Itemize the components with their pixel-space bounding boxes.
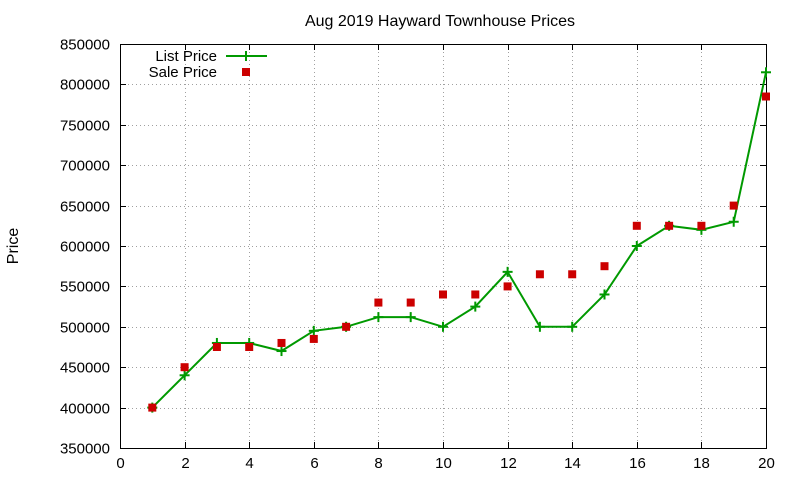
list-price-point — [179, 370, 190, 381]
sale-price-point — [342, 322, 351, 331]
y-tick-label: 550000 — [60, 279, 110, 296]
chart-title: Aug 2019 Hayward Townhouse Prices — [305, 13, 575, 30]
series-layer — [147, 67, 771, 413]
list-price-point — [502, 266, 513, 277]
y-tick-label: 650000 — [60, 199, 110, 216]
sale-price-point — [245, 343, 254, 351]
sale-price-point — [762, 92, 770, 101]
list-price-point — [761, 67, 771, 78]
y-tick-label: 850000 — [60, 37, 110, 54]
y-tick-label: 800000 — [60, 77, 110, 94]
list-price-point — [373, 312, 384, 323]
list-price-point — [534, 321, 545, 332]
list-price-point — [470, 301, 481, 312]
series-line-list-price — [151, 72, 767, 409]
sale-price-point — [212, 343, 221, 351]
sale-price-point — [697, 221, 706, 230]
list-price-point — [728, 216, 739, 227]
list-price-point — [567, 321, 578, 332]
sale-price-point — [632, 221, 641, 230]
x-tick-label: 18 — [693, 455, 710, 472]
legend-label-list-price: List Price — [155, 48, 217, 65]
sale-price-point — [439, 290, 447, 299]
plot-frame — [120, 44, 767, 449]
sale-price-point — [503, 282, 512, 291]
sale-price-point — [535, 270, 544, 279]
sale-price-point — [665, 221, 674, 230]
sale-price-point — [406, 298, 415, 307]
list-price-point — [631, 241, 642, 251]
legend-label-sale-price: Sale Price — [149, 64, 217, 81]
sale-price-point — [471, 290, 480, 299]
list-price-point — [276, 346, 287, 357]
sale-price-point — [309, 334, 318, 343]
x-tick-label: 0 — [116, 455, 124, 472]
list-price-point — [438, 321, 448, 332]
sale-price-point — [568, 270, 577, 279]
x-tick-label: 4 — [245, 455, 253, 472]
list-price-point — [599, 289, 610, 300]
y-tick-label: 350000 — [60, 441, 110, 458]
sale-price-point — [374, 298, 383, 307]
grid — [120, 44, 767, 449]
y-tick-label: 750000 — [60, 118, 110, 135]
y-tick-label: 500000 — [60, 320, 110, 337]
list-price-point — [308, 325, 319, 336]
sale-price-point — [148, 403, 157, 412]
x-tick-label: 10 — [435, 455, 452, 472]
sale-price-point — [180, 363, 189, 372]
legend: List Price Sale Price — [149, 48, 267, 81]
sale-price-point — [600, 262, 609, 271]
x-tick-label: 8 — [374, 455, 382, 472]
axis-ticks: 350000 400000 450000 500000 550000 600000 6500… — [60, 37, 775, 473]
y-axis-label: Price — [5, 228, 22, 265]
x-tick-label: 16 — [629, 455, 646, 472]
x-tick-label: 12 — [500, 455, 517, 472]
y-tick-label: 600000 — [60, 239, 110, 256]
x-tick-label: 2 — [181, 455, 189, 472]
sale-price-point — [277, 338, 286, 347]
legend-marker-list-price — [241, 51, 251, 61]
sale-price-point — [729, 201, 738, 210]
x-tick-label: 14 — [564, 455, 581, 472]
legend-marker-sale-price — [242, 68, 250, 76]
y-tick-label: 450000 — [60, 360, 110, 377]
x-tick-label: 20 — [758, 455, 775, 472]
list-price-point — [405, 312, 416, 323]
x-tick-label: 6 — [310, 455, 318, 472]
y-tick-label: 400000 — [60, 401, 110, 418]
y-tick-label: 700000 — [60, 158, 110, 175]
